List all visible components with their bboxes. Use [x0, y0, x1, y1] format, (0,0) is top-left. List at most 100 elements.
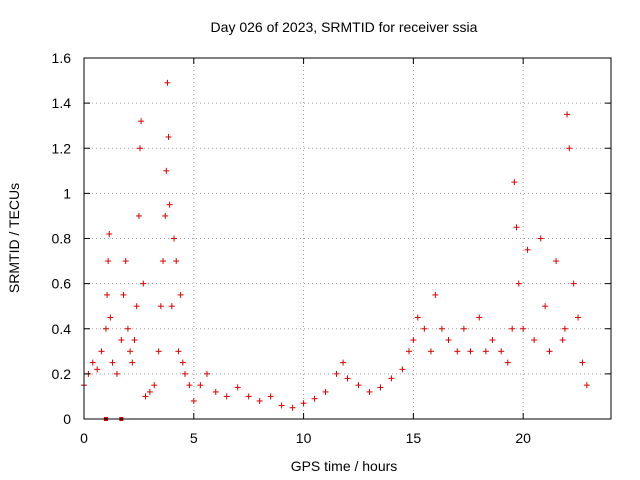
data-point: [102, 325, 109, 332]
data-point: [579, 359, 586, 366]
x-tick-label: 0: [80, 430, 88, 446]
data-point: [311, 395, 318, 402]
data-point: [138, 118, 145, 125]
data-point: [531, 337, 538, 344]
data-point: [537, 235, 544, 242]
axis-ticks: [83, 57, 611, 420]
data-point: [388, 375, 395, 382]
data-point: [107, 314, 114, 321]
y-tick-label: 1.2: [52, 140, 72, 156]
data-point: [583, 382, 590, 389]
data-point: [135, 212, 142, 219]
data-point: [520, 325, 527, 332]
data-point: [163, 167, 170, 174]
y-tick-label: 0: [63, 411, 71, 427]
data-point: [129, 359, 136, 366]
y-axis-label: SRMTID / TECUs: [6, 183, 22, 293]
data-point: [98, 348, 105, 355]
data-point: [454, 348, 461, 355]
data-point: [515, 280, 522, 287]
y-tick-label: 0.2: [52, 366, 72, 382]
data-point: [553, 258, 560, 265]
y-tick-labels: 0 0.2 0.4 0.6 0.8 1 1.2 1.4 1.6: [52, 50, 72, 427]
y-tick-label: 1.6: [52, 50, 72, 66]
data-point: [109, 359, 116, 366]
data-point: [151, 382, 158, 389]
data-point: [157, 303, 164, 310]
data-point: [405, 348, 412, 355]
data-point: [542, 303, 549, 310]
data-point: [467, 348, 474, 355]
data-point: [203, 370, 210, 377]
data-point: [245, 393, 252, 400]
data-point: [566, 145, 573, 152]
data-point: [289, 404, 296, 411]
data-point: [524, 246, 531, 253]
chart-title: Day 026 of 2023, SRMTID for receiver ssi…: [211, 19, 478, 35]
x-tick-label: 5: [190, 430, 198, 446]
data-point: [223, 393, 230, 400]
x-tick-label: 20: [515, 430, 531, 446]
data-point: [133, 303, 140, 310]
data-point: [546, 348, 553, 355]
data-point: [164, 79, 171, 86]
data-point: [104, 291, 111, 298]
data-point: [136, 145, 143, 152]
data-point: [564, 111, 571, 118]
data-point: [113, 370, 120, 377]
data-point: [344, 375, 351, 382]
data-point: [513, 224, 520, 231]
data-point: [94, 366, 101, 373]
data-point: [278, 402, 285, 409]
data-point: [355, 382, 362, 389]
data-point: [438, 325, 445, 332]
data-point: [131, 337, 138, 344]
data-point: [197, 382, 204, 389]
data-point: [127, 348, 134, 355]
data-point: [142, 393, 149, 400]
y-tick-label: 0.8: [52, 231, 72, 247]
data-point: [366, 388, 373, 395]
data-point: [155, 348, 162, 355]
data-points: [81, 79, 590, 421]
data-point: [399, 366, 406, 373]
y-tick-label: 0.4: [52, 321, 72, 337]
data-point: [120, 291, 127, 298]
data-point: [166, 201, 173, 208]
y-tick-label: 0.6: [52, 276, 72, 292]
data-point: [105, 258, 112, 265]
data-point: [186, 382, 193, 389]
data-point: [106, 230, 113, 237]
data-point: [118, 337, 125, 344]
data-point: [377, 384, 384, 391]
data-point: [175, 348, 182, 355]
data-point: [256, 397, 263, 404]
data-point: [171, 235, 178, 242]
grid: [84, 58, 611, 419]
data-point: [498, 348, 505, 355]
data-point: [177, 291, 184, 298]
data-point: [173, 258, 180, 265]
data-point: [267, 393, 274, 400]
data-point: [445, 337, 452, 344]
x-axis-label: GPS time / hours: [291, 458, 398, 474]
data-point: [300, 400, 307, 407]
data-point: [460, 325, 467, 332]
data-point: [168, 303, 175, 310]
data-point: [182, 370, 189, 377]
data-point: [421, 325, 428, 332]
data-point: [160, 258, 167, 265]
data-point: [89, 359, 96, 366]
x-tick-label: 15: [406, 430, 422, 446]
data-point: [575, 314, 582, 321]
data-point: [414, 314, 421, 321]
data-point: [165, 133, 172, 140]
data-point: [333, 370, 340, 377]
data-point: [190, 397, 197, 404]
data-point: [559, 337, 566, 344]
data-point: [427, 348, 434, 355]
data-point: [179, 359, 186, 366]
data-point: [482, 348, 489, 355]
y-tick-label: 1.4: [52, 95, 72, 111]
